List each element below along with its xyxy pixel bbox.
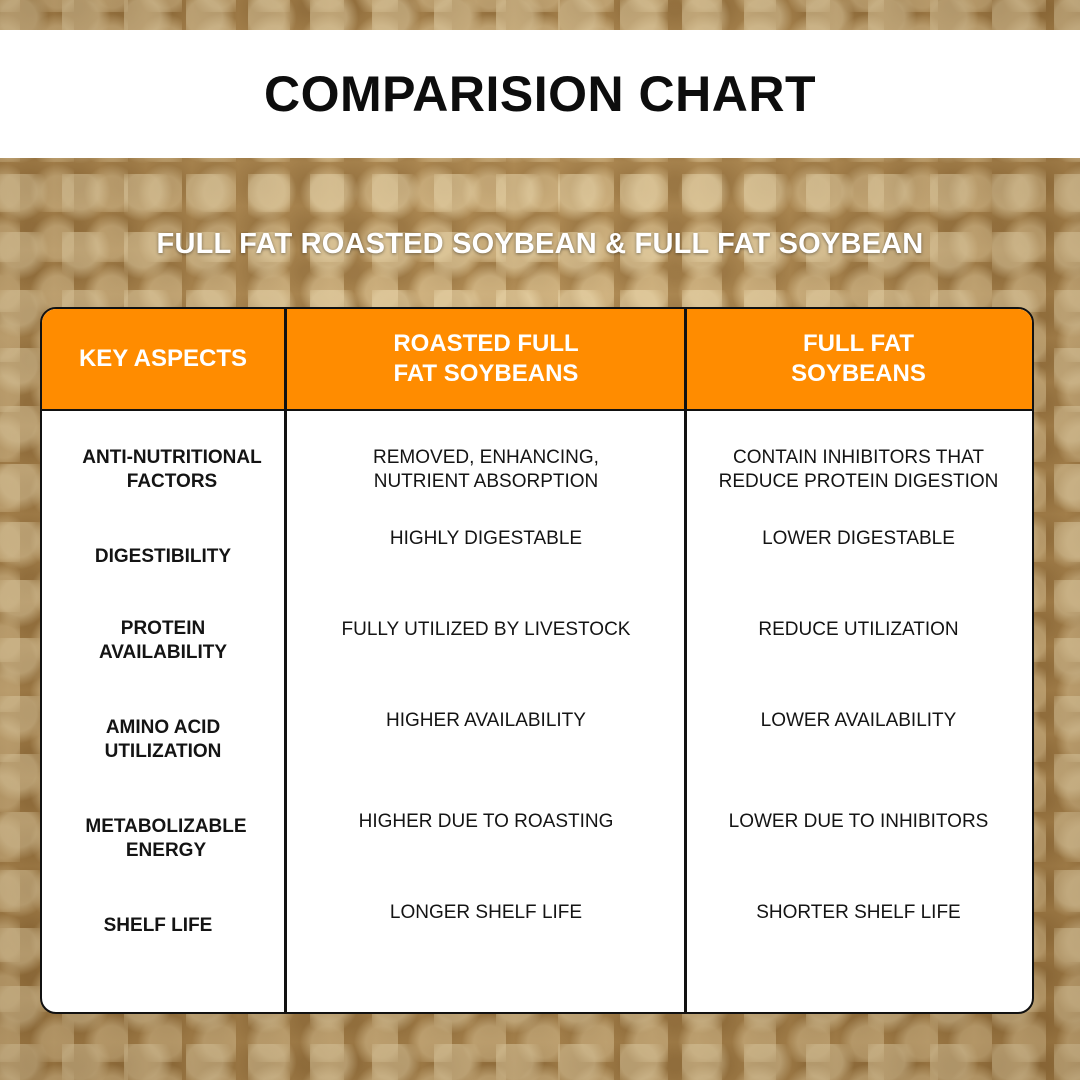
- table-row-roasted: LONGER SHELF LIFE: [389, 902, 583, 923]
- table-row-aspect: PROTEIN AVAILABILITY: [98, 618, 228, 663]
- header-key-aspects: KEY ASPECTS: [78, 345, 248, 372]
- table-row-roasted: FULLY UTILIZED BY LIVESTOCK: [341, 619, 631, 640]
- column-divider: [284, 309, 287, 1012]
- table-row-full-fat: CONTAIN INHIBITORS THAT REDUCE PROTEIN D…: [718, 447, 999, 492]
- table-row-roasted: REMOVED, ENHANCING, NUTRIENT ABSORPTION: [373, 447, 599, 492]
- table-row-full-fat: REDUCE UTILIZATION: [758, 619, 959, 640]
- table-row-roasted: HIGHER AVAILABILITY: [386, 710, 586, 731]
- table-row-full-fat: LOWER DUE TO INHIBITORS: [728, 811, 989, 832]
- table-row-full-fat: LOWER AVAILABILITY: [760, 710, 957, 731]
- header-roasted-soybeans: ROASTED FULL FAT SOYBEANS: [393, 330, 579, 387]
- table-row-roasted: HIGHER DUE TO ROASTING: [358, 811, 614, 832]
- table-row-roasted: HIGHLY DIGESTABLE: [389, 528, 583, 549]
- table-row-full-fat: LOWER DIGESTABLE: [762, 528, 955, 549]
- table-row-aspect: AMINO ACID UTILIZATION: [104, 717, 222, 762]
- page-title: COMPARISION CHART: [263, 66, 816, 122]
- header-full-fat-soybeans: FULL FAT SOYBEANS: [791, 330, 926, 387]
- table-header-row: [42, 309, 1032, 411]
- comparison-table: KEY ASPECTS ROASTED FULL FAT SOYBEANS FU…: [40, 307, 1034, 1014]
- table-row-aspect: METABOLIZABLE ENERGY: [85, 816, 247, 861]
- table-row-aspect: DIGESTIBILITY: [94, 546, 232, 567]
- chart-subtitle: FULL FAT ROASTED SOYBEAN & FULL FAT SOYB…: [156, 228, 924, 260]
- table-row-aspect: ANTI-NUTRITIONAL FACTORS: [82, 447, 262, 492]
- table-row-aspect: SHELF LIFE: [103, 915, 213, 936]
- table-row-full-fat: SHORTER SHELF LIFE: [756, 902, 961, 923]
- title-band: COMPARISION CHART: [0, 30, 1080, 158]
- column-divider: [684, 309, 687, 1012]
